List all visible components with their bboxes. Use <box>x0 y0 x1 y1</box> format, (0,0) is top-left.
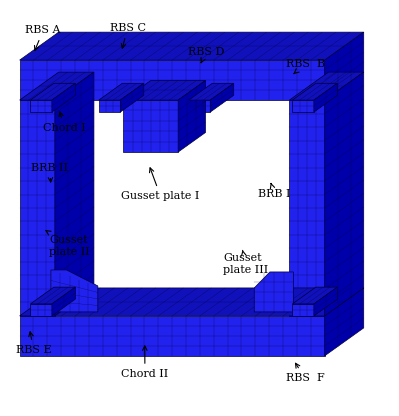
Polygon shape <box>30 83 75 100</box>
Polygon shape <box>123 100 178 152</box>
Polygon shape <box>292 100 314 112</box>
Text: Chord I: Chord I <box>43 112 86 133</box>
Text: RBS  B: RBS B <box>286 59 325 74</box>
Text: RBS E: RBS E <box>16 332 51 355</box>
Polygon shape <box>52 287 75 316</box>
Polygon shape <box>30 100 52 112</box>
Polygon shape <box>325 72 364 316</box>
Polygon shape <box>20 100 55 316</box>
Text: Gusset plate I: Gusset plate I <box>121 168 200 201</box>
Text: RBS C: RBS C <box>110 23 146 48</box>
Polygon shape <box>178 81 205 152</box>
Polygon shape <box>325 288 364 356</box>
Text: Gusset
plate III: Gusset plate III <box>223 250 268 275</box>
Polygon shape <box>292 304 314 316</box>
Polygon shape <box>52 83 75 112</box>
Polygon shape <box>189 83 234 100</box>
Polygon shape <box>314 83 337 112</box>
Polygon shape <box>51 270 98 312</box>
Polygon shape <box>292 83 337 100</box>
Polygon shape <box>55 72 94 316</box>
Polygon shape <box>99 83 144 100</box>
Text: BRB II: BRB II <box>32 163 68 182</box>
Polygon shape <box>20 72 94 100</box>
Polygon shape <box>99 100 120 112</box>
Polygon shape <box>30 304 52 316</box>
Text: RBS A: RBS A <box>26 25 61 50</box>
Text: RBS D: RBS D <box>188 47 224 63</box>
Text: BRB I: BRB I <box>258 183 290 199</box>
Polygon shape <box>189 100 210 112</box>
Polygon shape <box>20 288 364 316</box>
Text: Chord II: Chord II <box>121 346 168 379</box>
Polygon shape <box>325 32 364 100</box>
Polygon shape <box>20 32 364 60</box>
Polygon shape <box>120 83 144 112</box>
Polygon shape <box>210 83 234 112</box>
Polygon shape <box>292 287 337 304</box>
Polygon shape <box>254 272 293 312</box>
Text: RBS  F: RBS F <box>286 363 324 383</box>
Polygon shape <box>314 287 337 316</box>
Polygon shape <box>123 81 205 100</box>
Polygon shape <box>20 316 325 356</box>
Polygon shape <box>289 100 325 316</box>
Polygon shape <box>30 287 75 304</box>
Polygon shape <box>20 60 325 100</box>
Text: Gusset
plate II: Gusset plate II <box>46 230 90 257</box>
Polygon shape <box>289 72 364 100</box>
